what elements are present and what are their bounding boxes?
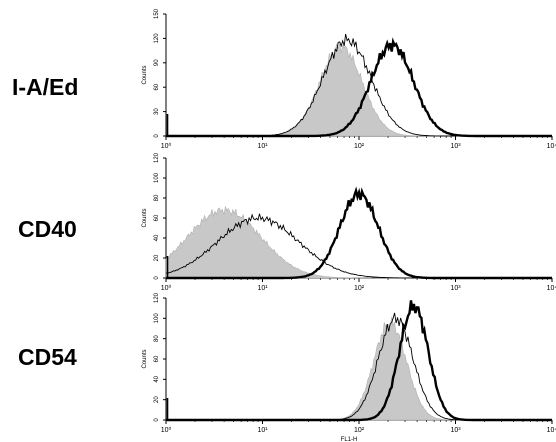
x-tick-label: 10³ [450,427,461,434]
y-tick-label: 60 [154,214,160,221]
histogram-thick-series [166,37,552,138]
y-axis-label: Counts [142,349,148,368]
panel-label-cd54: CD54 [18,344,77,370]
x-tick-label: 10¹ [257,427,268,434]
x-tick-label: 10³ [450,143,461,150]
y-tick-label: 20 [154,254,160,261]
y-tick-label: 120 [154,292,160,303]
y-tick-label: 120 [154,152,160,163]
panel-label-cd40: CD40 [18,216,77,242]
x-tick-label: 10⁴ [547,285,556,292]
panel-label-ia-ed: I-A/Ed [12,74,79,100]
histogram-filled-series [165,205,552,279]
x-tick-label: 10³ [450,285,461,292]
x-tick-label: 10² [354,143,365,150]
x-tick-label: 10¹ [257,285,268,292]
x-tick-label: 10² [354,285,365,292]
y-tick-label: 100 [154,172,160,183]
y-tick-label: 120 [154,33,160,44]
y-axis-label: Counts [142,208,148,227]
x-tick-label: 10⁴ [547,143,556,150]
y-axis-label: Counts [142,65,148,84]
histogram-thick-series [166,186,552,280]
y-tick-label: 40 [154,234,160,241]
y-tick-label: 150 [154,8,160,19]
y-tick-label: 0 [154,276,160,280]
x-tick-label: 10² [354,427,365,434]
y-tick-label: 30 [154,108,160,115]
histogram-thick-series [166,300,552,422]
x-tick-label: 10¹ [257,143,268,150]
x-tick-label: 10⁰ [161,142,172,150]
histogram-filled-series [166,316,552,421]
y-tick-label: 20 [154,396,160,403]
y-tick-label: 40 [154,375,160,382]
y-tick-label: 90 [154,59,160,66]
y-tick-label: 80 [154,335,160,342]
histogram-filled-series [166,43,552,137]
y-tick-label: 0 [154,134,160,138]
y-tick-label: 100 [154,313,160,324]
x-axis-label: FL1-H [341,437,358,442]
y-tick-label: 60 [154,83,160,90]
y-tick-label: 0 [154,418,160,422]
x-tick-label: 10⁴ [547,427,556,434]
x-tick-label: 10⁰ [161,284,172,292]
y-tick-label: 80 [154,194,160,201]
y-tick-label: 60 [154,355,160,362]
x-tick-label: 10⁰ [161,426,172,434]
